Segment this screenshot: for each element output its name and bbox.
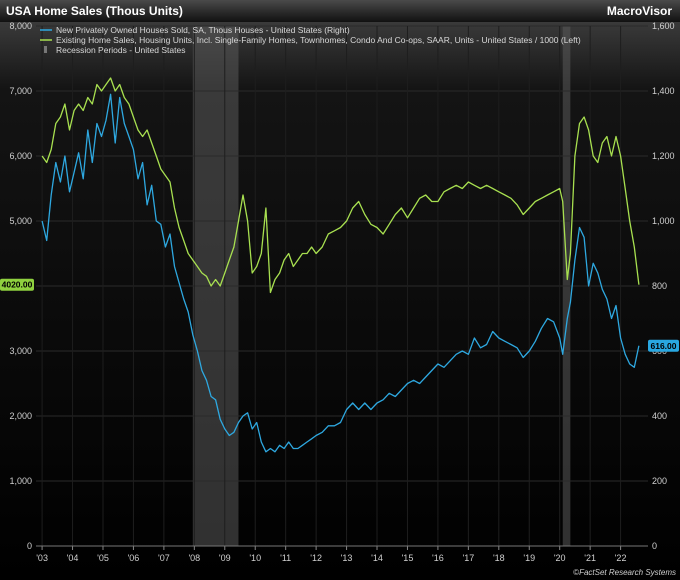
right-tick-label: 400: [652, 411, 667, 421]
left-tick-label: 8,000: [9, 21, 32, 31]
x-tick-label: '09: [219, 553, 231, 563]
x-tick-label: '05: [97, 553, 109, 563]
right-tick-label: 200: [652, 476, 667, 486]
plot-background: [0, 22, 680, 580]
value-flag-right: [648, 339, 679, 352]
x-tick-label: '16: [432, 553, 444, 563]
value-flag-label: 616.00: [651, 341, 677, 351]
x-tick-label: '18: [493, 553, 505, 563]
x-tick-label: '14: [371, 553, 383, 563]
legend-entry: Recession Periods - United States: [56, 45, 185, 55]
left-tick-label: 1,000: [9, 476, 32, 486]
chart-title: USA Home Sales (Thous Units): [6, 4, 183, 18]
x-tick-label: '15: [402, 553, 414, 563]
right-tick-label: 1,000: [652, 216, 675, 226]
x-tick-label: '21: [584, 553, 596, 563]
x-tick-label: '22: [615, 553, 627, 563]
series-line-new-houses-sold: [41, 93, 640, 453]
left-tick-label: 5,000: [9, 216, 32, 226]
x-tick-label: '06: [128, 553, 140, 563]
x-tick-label: '07: [158, 553, 170, 563]
legend-swatch: [44, 46, 47, 53]
x-tick-label: '20: [554, 553, 566, 563]
right-tick-label: 1,400: [652, 86, 675, 96]
series-line-existing-home-sales: [41, 77, 640, 294]
right-tick-label: 800: [652, 281, 667, 291]
left-tick-label: 2,000: [9, 411, 32, 421]
value-flag-left: [0, 278, 34, 291]
left-tick-label: 3,000: [9, 346, 32, 356]
value-flag-label: 4020.00: [2, 280, 33, 290]
right-tick-label: 0: [652, 541, 657, 551]
right-tick-label: 1,600: [652, 21, 675, 31]
x-tick-label: '08: [188, 553, 200, 563]
right-tick-label: 1,200: [652, 151, 675, 161]
x-tick-label: '13: [341, 553, 353, 563]
legend-entry: New Privately Owned Houses Sold, SA, Tho…: [56, 25, 350, 35]
x-tick-label: '04: [67, 553, 79, 563]
x-tick-label: '17: [462, 553, 474, 563]
left-tick-label: 7,000: [9, 86, 32, 96]
source-label: ©FactSet Research Systems: [573, 568, 676, 577]
x-tick-label: '03: [36, 553, 48, 563]
left-tick-label: 0: [27, 541, 32, 551]
brand-label: MacroVisor: [606, 4, 672, 18]
x-tick-label: '12: [310, 553, 322, 563]
legend-entry: Existing Home Sales, Housing Units, Incl…: [56, 35, 581, 45]
x-tick-label: '10: [249, 553, 261, 563]
chart-header: USA Home Sales (Thous Units) MacroVisor: [0, 0, 680, 22]
x-tick-label: '11: [280, 553, 291, 563]
left-tick-label: 6,000: [9, 151, 32, 161]
x-tick-label: '19: [523, 553, 535, 563]
